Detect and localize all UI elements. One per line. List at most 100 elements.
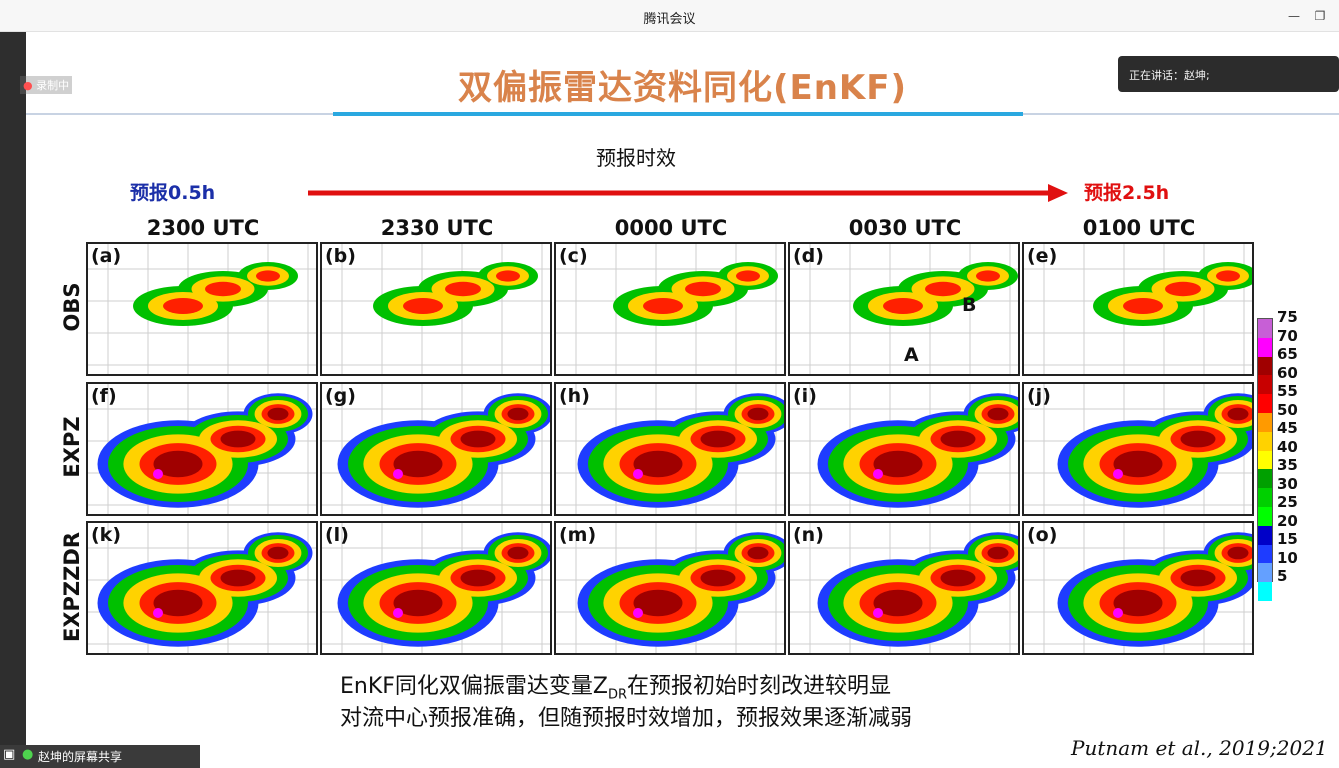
reflectivity-region xyxy=(925,281,961,297)
speaker-indicator: 正在讲话：赵坤; xyxy=(1118,56,1339,92)
forecast-end-label: 预报2.5h xyxy=(1084,182,1170,204)
minimize-icon[interactable]: — xyxy=(1288,9,1300,23)
citation: Putnam et al., 2019;2021 xyxy=(1071,736,1328,760)
reflectivity-core xyxy=(1113,469,1123,479)
colorbar-segment xyxy=(1258,319,1272,338)
radar-map xyxy=(88,244,316,374)
reflectivity-region xyxy=(1113,589,1163,617)
speaker-label: 正在讲话：赵坤; xyxy=(1129,69,1210,82)
panel-label: (l) xyxy=(325,524,349,546)
radar-map xyxy=(88,523,316,653)
reflectivity-region xyxy=(460,569,496,587)
panel-label: (o) xyxy=(1027,524,1058,546)
panel-label: (j) xyxy=(1027,385,1051,407)
reflectivity-region xyxy=(873,589,923,617)
column-header: 2330 UTC xyxy=(380,216,494,240)
colorbar-segment xyxy=(1258,582,1272,601)
reflectivity-region xyxy=(256,270,280,282)
radar-map xyxy=(322,244,550,374)
reflectivity-region xyxy=(1180,569,1216,587)
colorbar-tick: 45 xyxy=(1277,419,1298,437)
reflectivity-region xyxy=(507,407,529,421)
reflectivity-region xyxy=(496,270,520,282)
reflectivity-region xyxy=(1180,430,1216,448)
reflectivity-core xyxy=(1113,608,1123,618)
reflectivity-core xyxy=(633,608,643,618)
radar-panel: (l) xyxy=(320,521,552,655)
panel-label: (b) xyxy=(325,245,356,267)
reflectivity-region xyxy=(685,281,721,297)
radar-map xyxy=(556,523,784,653)
reflectivity-region xyxy=(267,407,289,421)
reflectivity-region xyxy=(633,589,683,617)
colorbar-segment xyxy=(1258,450,1272,470)
screen-share-bar[interactable]: ▣ ● 赵坤的屏幕共享 xyxy=(0,745,200,768)
reflectivity-region xyxy=(1227,546,1249,560)
radar-panel: (m) xyxy=(554,521,786,655)
radar-panel: (k) xyxy=(86,521,318,655)
colorbar-tick: 65 xyxy=(1277,345,1298,363)
reflectivity-region xyxy=(700,569,736,587)
colorbar-segment xyxy=(1258,469,1272,489)
share-label: 赵坤的屏幕共享 xyxy=(38,750,123,764)
colorbar-segment xyxy=(1258,525,1272,545)
note-subscript: DR xyxy=(608,687,628,703)
panel-label: (k) xyxy=(91,524,122,546)
panel-label: (f) xyxy=(91,385,117,407)
record-icon: ● xyxy=(23,79,33,92)
radar-panel: (a) xyxy=(86,242,318,376)
recording-indicator[interactable]: ● 录制中 xyxy=(20,76,73,94)
reflectivity-region xyxy=(153,450,203,478)
colorbar-tick: 50 xyxy=(1277,400,1298,419)
colorbar xyxy=(1257,318,1273,601)
reflectivity-region xyxy=(403,298,443,314)
reflectivity-region xyxy=(736,270,760,282)
reflectivity-region xyxy=(873,450,923,478)
reflectivity-region xyxy=(507,546,529,560)
reflectivity-region xyxy=(1165,281,1201,297)
colorbar-segment xyxy=(1258,506,1272,526)
shared-slide: 双偏振雷达资料同化(EnKF) 预报时效 预报0.5h 预报2.5h 2300 … xyxy=(26,32,1339,768)
colorbar-segment xyxy=(1258,394,1272,413)
reflectivity-core xyxy=(393,608,403,618)
radar-map xyxy=(1024,384,1252,514)
reflectivity-region xyxy=(940,430,976,448)
colorbar-segment xyxy=(1258,544,1272,564)
slide-title: 双偏振雷达资料同化(EnKF) xyxy=(457,68,908,108)
restore-icon[interactable]: ❐ xyxy=(1314,9,1326,23)
timeline-arrow-icon xyxy=(308,184,1068,202)
reflectivity-region xyxy=(883,298,923,314)
reflectivity-region xyxy=(205,281,241,297)
storm-label-b: B xyxy=(962,294,977,316)
reflectivity-core xyxy=(393,469,403,479)
forecast-start-label: 预报0.5h xyxy=(130,182,216,204)
colorbar-segment xyxy=(1258,563,1272,583)
radar-panel: (f) xyxy=(86,382,318,516)
reflectivity-region xyxy=(700,430,736,448)
note-suffix: 在预报初始时刻改进较明显 xyxy=(627,674,892,699)
column-header: 0000 UTC xyxy=(614,216,728,240)
colorbar-tick: 5 xyxy=(1277,567,1288,585)
radar-map xyxy=(556,244,784,374)
radar-map xyxy=(790,384,1018,514)
note-line-2: 对流中心预报准确，但随预报时效增加，预报效果逐渐减弱 xyxy=(340,706,913,731)
reflectivity-core xyxy=(633,469,643,479)
mic-icon: ● xyxy=(22,747,34,762)
colorbar-tick: 40 xyxy=(1277,437,1298,456)
radar-panel: (n) xyxy=(788,521,1020,655)
panel-label: (d) xyxy=(793,245,824,267)
reflectivity-region xyxy=(1227,407,1249,421)
colorbar-tick: 35 xyxy=(1277,456,1298,474)
reflectivity-region xyxy=(643,298,683,314)
radar-map xyxy=(88,384,316,514)
panel-label: (c) xyxy=(559,245,588,267)
app-title: 腾讯会议 xyxy=(643,12,696,27)
reflectivity-region xyxy=(987,407,1009,421)
colorbar-tick: 70 xyxy=(1277,326,1298,345)
panel-label: (g) xyxy=(325,385,356,407)
radar-panel: (i) xyxy=(788,382,1020,516)
reflectivity-region xyxy=(987,546,1009,560)
panel-label: (h) xyxy=(559,385,590,407)
colorbar-segment xyxy=(1258,375,1272,395)
recording-label: 录制中 xyxy=(36,79,70,92)
